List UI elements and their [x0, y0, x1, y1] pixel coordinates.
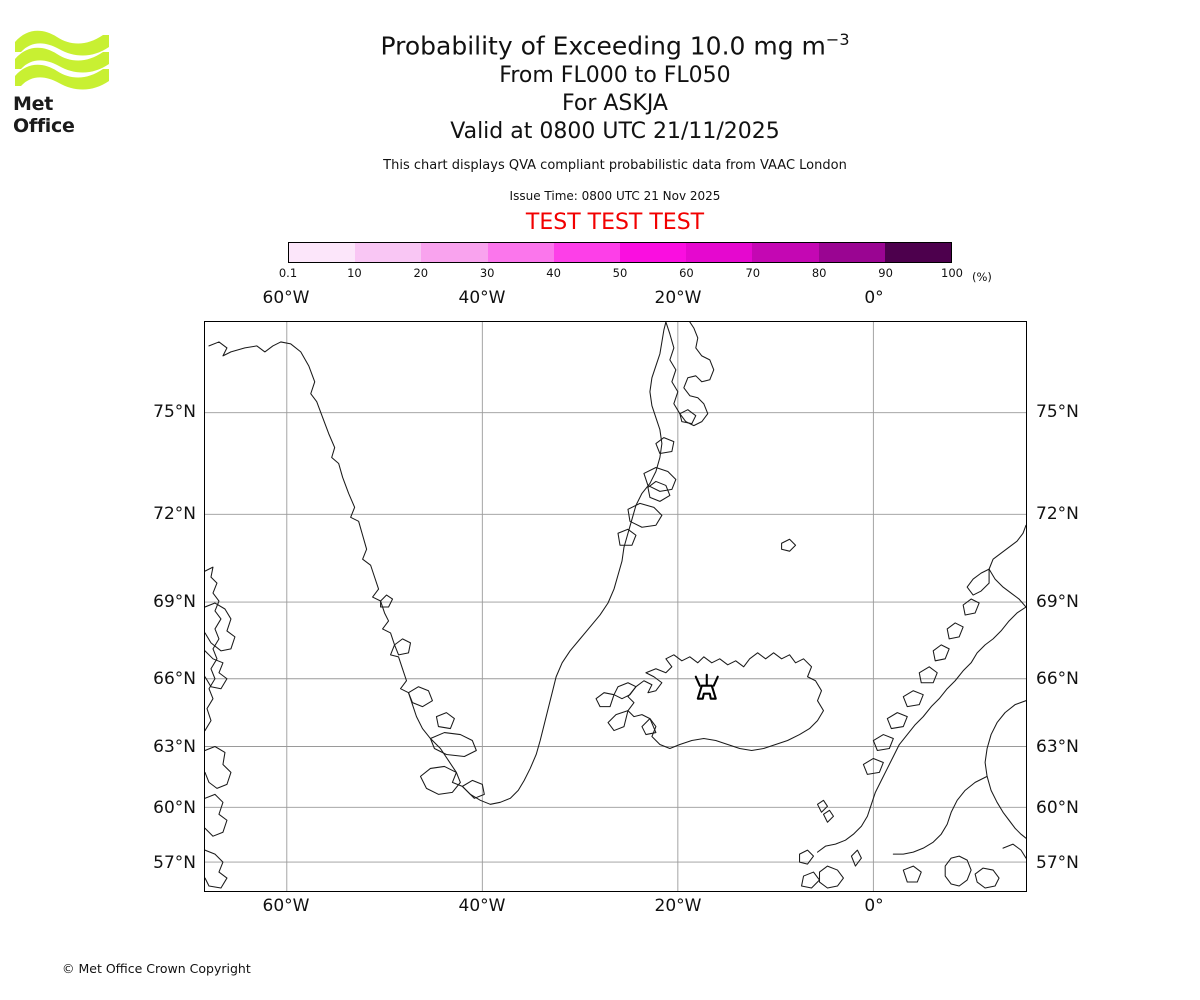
lat-label-right-6: 57°N: [1036, 853, 1079, 873]
lon-label-top-1: 40°W: [458, 288, 506, 308]
colorbar-tick-100: 100: [941, 266, 963, 280]
colorbar-band-0: [289, 243, 356, 262]
lon-label-bottom-1: 40°W: [458, 896, 506, 916]
lat-label-left-6: 57°N: [153, 853, 196, 873]
colorbar-tick-60: 60: [679, 266, 694, 280]
colorbar-tick-80: 80: [811, 266, 827, 280]
lat-label-left-2: 69°N: [153, 592, 196, 612]
colorbar-bands: [288, 242, 952, 263]
lat-label-left-3: 66°N: [153, 669, 196, 689]
met-office-waves-icon: [15, 30, 109, 90]
colorbar-band-2: [421, 243, 488, 262]
coastlines: [205, 322, 1026, 889]
map-panel[interactable]: [204, 321, 1027, 892]
lat-label-left-4: 63°N: [153, 737, 196, 757]
issue-time: Issue Time: 0800 UTC 21 Nov 2025: [509, 189, 721, 204]
probability-colorbar: 0.1 10 20 30 40 50 60 70 80 90 100: [279, 242, 963, 284]
colorbar-tick-90: 90: [878, 266, 893, 280]
colorbar-band-6: [686, 243, 753, 262]
lat-label-left-1: 72°N: [153, 504, 196, 524]
page-title-exponent: −3: [825, 30, 850, 49]
colorbar-band-8: [818, 243, 885, 262]
lat-label-right-1: 72°N: [1036, 504, 1079, 524]
volcano-marker-askja[interactable]: [694, 673, 719, 700]
colorbar-tick-40: 40: [546, 266, 561, 280]
lon-label-top-2: 20°W: [654, 288, 702, 308]
colorbar-tick-0.1: 0.1: [278, 266, 298, 280]
title-block: Probability of Exceeding 10.0 mg m−3 Fro…: [160, 24, 1070, 236]
colorbar-band-3: [487, 243, 554, 262]
colorbar-band-5: [620, 243, 687, 262]
qva-disclaimer: This chart displays QVA compliant probab…: [383, 158, 847, 174]
lat-label-right-3: 66°N: [1036, 669, 1079, 689]
colorbar-tick-20: 20: [413, 266, 429, 280]
colorbar-tick-labels: 0.1 10 20 30 40 50 60 70 80 90 100: [279, 266, 963, 284]
lat-label-right-0: 75°N: [1036, 402, 1079, 422]
colorbar-tick-30: 30: [479, 266, 495, 280]
lon-label-bottom-3: 0°: [864, 896, 884, 916]
lat-label-right-4: 63°N: [1036, 737, 1079, 757]
map-canvas: [205, 322, 1026, 891]
colorbar-units-label: (%): [972, 270, 992, 284]
flight-level-subtitle: From FL000 to FL050: [499, 63, 731, 89]
lat-label-right-5: 60°N: [1036, 798, 1079, 818]
met-office-brand-text: Met Office: [13, 93, 75, 137]
page-title: Probability of Exceeding 10.0 mg m−3: [160, 24, 1070, 62]
lat-label-left-0: 75°N: [153, 402, 196, 422]
met-office-logo: Met Office: [13, 25, 113, 137]
copyright-notice: © Met Office Crown Copyright: [62, 961, 251, 976]
lon-label-top-3: 0°: [864, 288, 884, 308]
volcano-name-subtitle: For ASKJA: [562, 91, 668, 117]
test-banner: TEST TEST TEST: [525, 210, 705, 236]
colorbar-band-1: [355, 243, 422, 262]
lat-label-right-2: 69°N: [1036, 592, 1079, 612]
colorbar-band-4: [553, 243, 621, 262]
lon-label-bottom-2: 20°W: [654, 896, 702, 916]
lon-label-bottom-0: 60°W: [262, 896, 310, 916]
page-title-text: Probability of Exceeding 10.0 mg m: [380, 31, 826, 61]
colorbar-tick-10: 10: [347, 266, 362, 280]
lon-label-top-0: 60°W: [262, 288, 310, 308]
valid-time-subtitle: Valid at 0800 UTC 21/11/2025: [450, 119, 780, 145]
colorbar-band-9: [884, 243, 952, 262]
colorbar-tick-50: 50: [612, 266, 628, 280]
colorbar-tick-70: 70: [745, 266, 761, 280]
colorbar-band-7: [752, 243, 819, 262]
map-gridlines: [205, 322, 1026, 891]
lat-label-left-5: 60°N: [153, 798, 196, 818]
